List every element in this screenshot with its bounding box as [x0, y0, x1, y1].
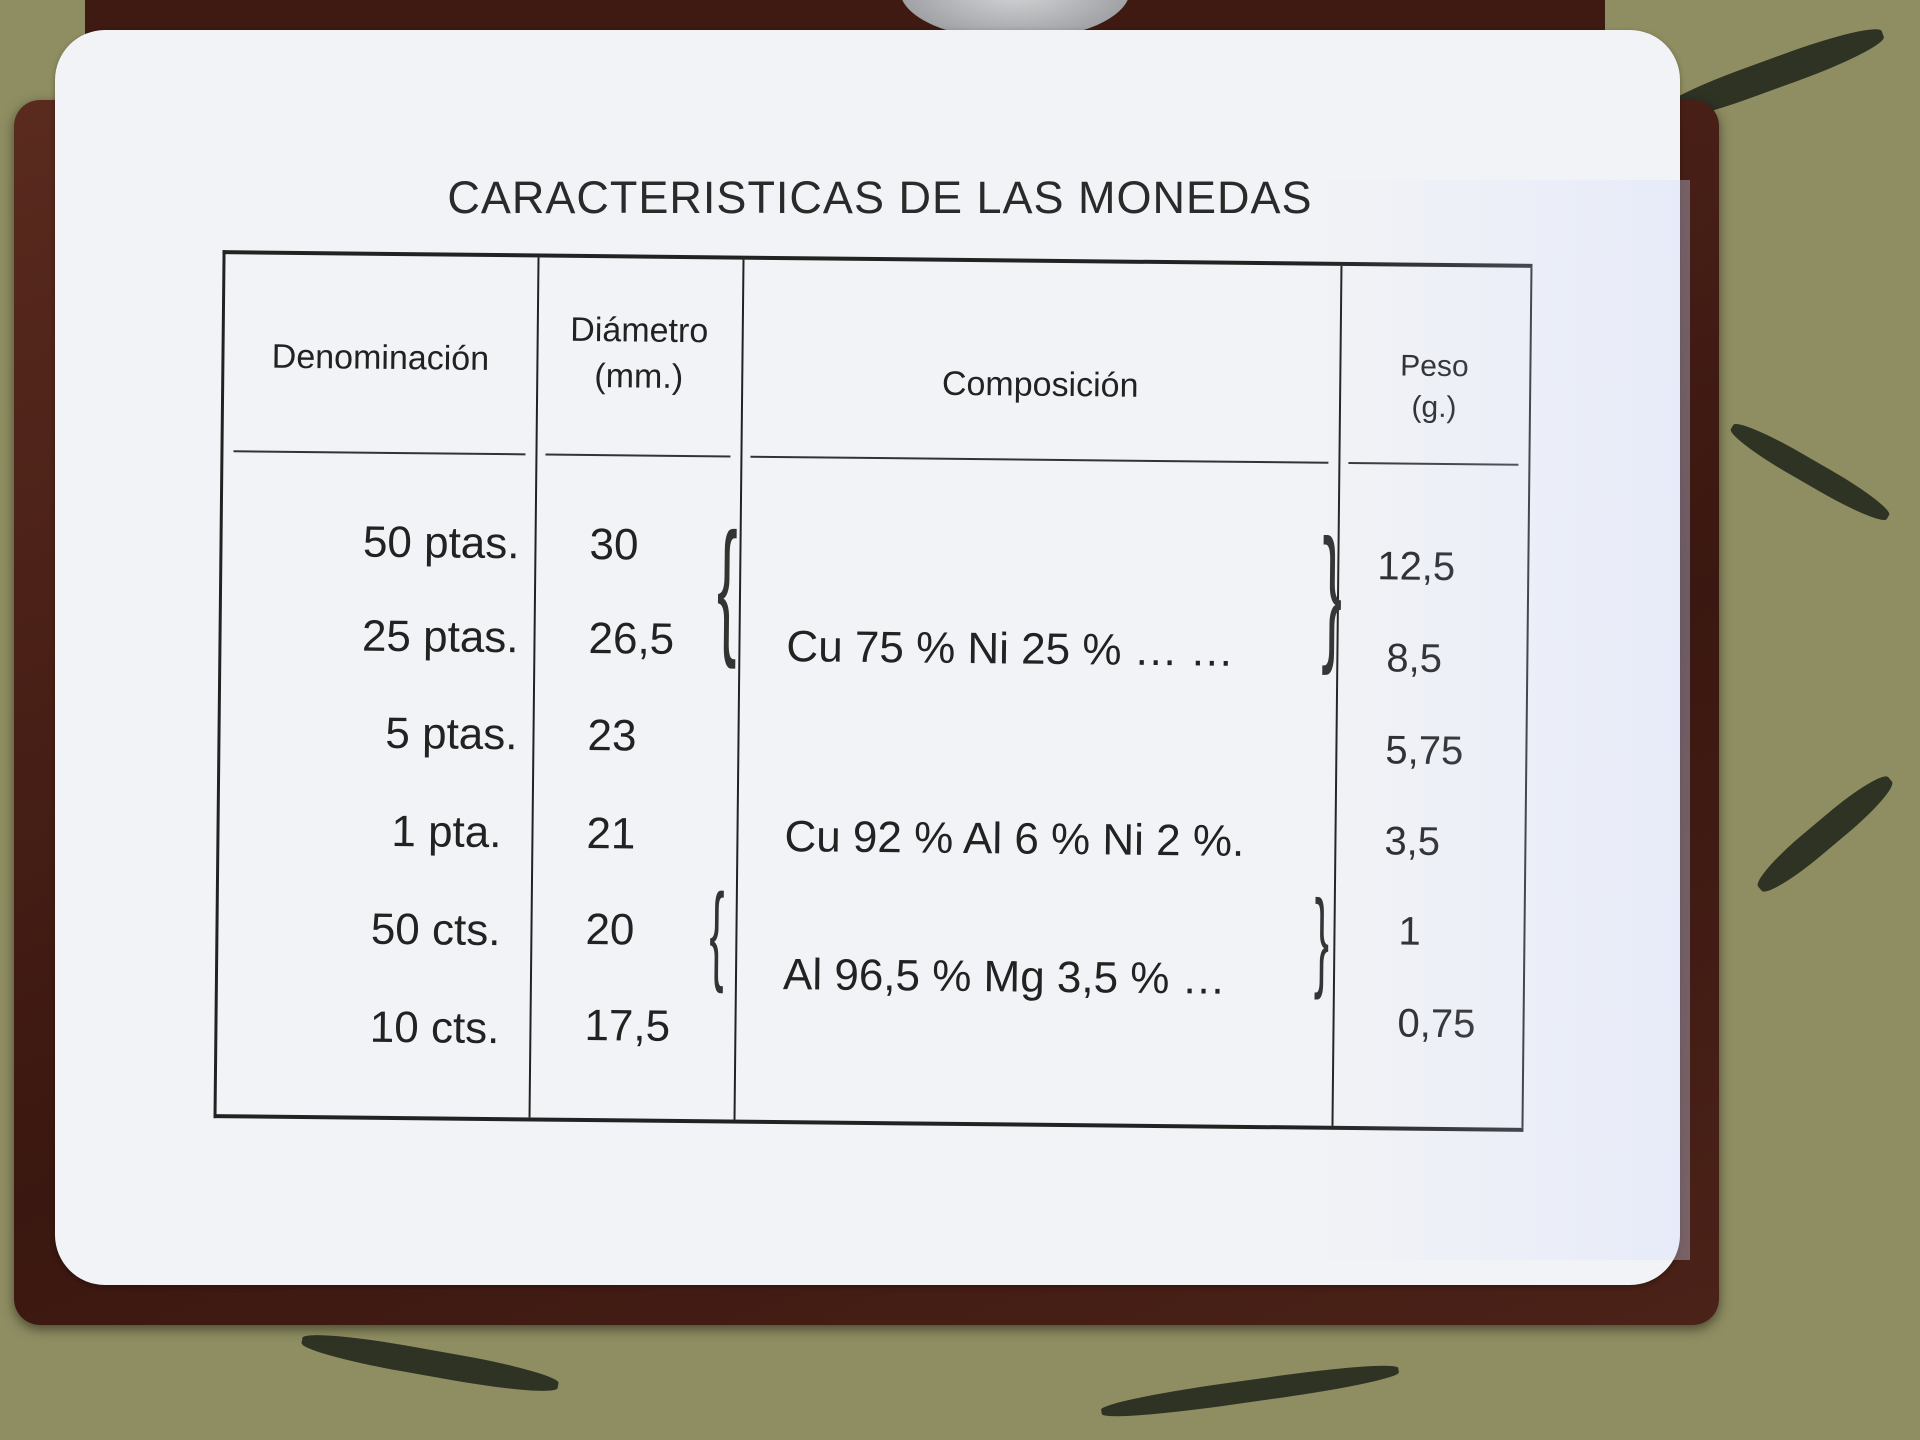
header-diametro-label: Diámetro — [570, 310, 709, 351]
composition-cell: Cu 75 % Ni 25 % … … — [786, 622, 1235, 676]
diametro-cell: 23 — [587, 711, 637, 761]
peso-cell: 8,5 — [1386, 636, 1443, 681]
header-rule — [750, 455, 1329, 464]
header-diametro-unit: (mm.) — [594, 356, 684, 396]
header-diametro: Diámetro (mm.) — [536, 307, 742, 401]
peso-cell: 5,75 — [1385, 728, 1464, 774]
info-card — [55, 30, 1680, 1285]
coin-table: Denominación Diámetro (mm.) Composición … — [213, 250, 1533, 1132]
peso-cell: 1 — [1398, 909, 1421, 954]
peso-cell: 0,75 — [1397, 1001, 1476, 1047]
header-peso: Peso (g.) — [1339, 346, 1530, 429]
composition-cell: Al 96,5 % Mg 3,5 % … — [782, 950, 1226, 1004]
header-denominacion: Denominación — [271, 337, 490, 378]
brace-left: { — [708, 871, 725, 995]
brace-left: { — [716, 501, 739, 670]
brace-right: } — [1321, 507, 1344, 676]
denominacion-cell: 5 ptas. — [385, 708, 518, 760]
card-title: CARACTERISTICAS DE LAS MONEDAS — [447, 172, 1313, 223]
diametro-cell: 30 — [589, 520, 639, 570]
denominacion-cell: 50 ptas. — [362, 517, 520, 569]
denominacion-cell: 10 cts. — [369, 1002, 500, 1054]
denominacion-cell: 50 cts. — [370, 904, 501, 956]
peso-cell: 3,5 — [1384, 819, 1441, 864]
diametro-cell: 20 — [585, 905, 635, 955]
denominacion-cell: 1 pta. — [391, 806, 502, 858]
header-rule — [233, 450, 526, 456]
fabric-pattern — [1750, 768, 1900, 900]
fabric-pattern — [299, 1327, 561, 1399]
header-peso-label: Peso — [1400, 349, 1469, 384]
composition-cell: Cu 92 % Al 6 % Ni 2 %. — [784, 812, 1245, 866]
fabric-pattern — [1726, 416, 1894, 528]
header-peso-unit: (g.) — [1411, 390, 1457, 424]
diametro-cell: 26,5 — [588, 614, 675, 664]
header-composicion: Composición — [941, 364, 1139, 405]
peso-cell: 12,5 — [1377, 544, 1456, 590]
diametro-cell: 21 — [586, 809, 636, 859]
diametro-cell: 17,5 — [584, 1000, 671, 1051]
fabric-pattern — [1099, 1359, 1401, 1423]
brace-right: } — [1313, 877, 1330, 1001]
header-rule — [1348, 461, 1519, 466]
header-rule — [545, 453, 731, 458]
denominacion-cell: 25 ptas. — [361, 611, 519, 663]
